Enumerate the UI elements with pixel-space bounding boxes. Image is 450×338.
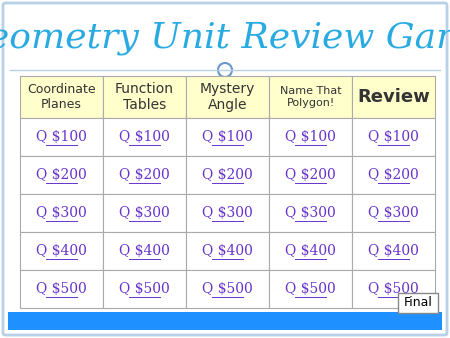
Bar [269, 76, 352, 118]
Text: Q $100: Q $100 [285, 130, 336, 144]
Bar [269, 156, 352, 194]
Bar [20, 270, 103, 308]
Text: Q $100: Q $100 [36, 130, 87, 144]
Text: Q $300: Q $300 [202, 206, 253, 220]
Text: Q $100: Q $100 [202, 130, 253, 144]
Text: Q $300: Q $300 [119, 206, 170, 220]
Bar [20, 76, 103, 118]
Bar [269, 270, 352, 308]
Bar [20, 118, 103, 156]
Bar [103, 270, 186, 308]
Bar [20, 156, 103, 194]
Bar [186, 232, 269, 270]
Text: Q $200: Q $200 [119, 168, 170, 182]
Bar [186, 76, 269, 118]
Text: Q $400: Q $400 [285, 244, 336, 258]
Text: Q $100: Q $100 [119, 130, 170, 144]
Bar [103, 118, 186, 156]
Text: Final: Final [404, 296, 432, 310]
Bar [352, 156, 435, 194]
Bar [20, 232, 103, 270]
Text: Q $500: Q $500 [368, 282, 419, 296]
Text: Q $200: Q $200 [285, 168, 336, 182]
Text: Q $300: Q $300 [285, 206, 336, 220]
Bar [352, 118, 435, 156]
Text: Q $200: Q $200 [368, 168, 419, 182]
Text: Q $200: Q $200 [202, 168, 253, 182]
Bar [8, 312, 442, 330]
Text: Name That
Polygon!: Name That Polygon! [280, 86, 341, 108]
Text: Q $400: Q $400 [36, 244, 87, 258]
Text: Review: Review [357, 88, 430, 106]
Bar [103, 194, 186, 232]
Text: Q $300: Q $300 [368, 206, 419, 220]
Text: Function
Tables: Function Tables [115, 82, 174, 112]
Text: Q $400: Q $400 [368, 244, 419, 258]
Bar [269, 194, 352, 232]
Bar [186, 270, 269, 308]
Text: Q $500: Q $500 [119, 282, 170, 296]
Text: Q $400: Q $400 [202, 244, 253, 258]
Bar [186, 118, 269, 156]
Text: Mystery
Angle: Mystery Angle [200, 82, 255, 112]
Bar [103, 156, 186, 194]
Bar [20, 194, 103, 232]
FancyBboxPatch shape [398, 293, 438, 313]
Text: Q $200: Q $200 [36, 168, 87, 182]
Text: Q $500: Q $500 [36, 282, 87, 296]
Text: Geometry Unit Review Game: Geometry Unit Review Game [0, 21, 450, 55]
Text: Q $300: Q $300 [36, 206, 87, 220]
Text: Q $500: Q $500 [285, 282, 336, 296]
FancyBboxPatch shape [3, 3, 447, 335]
Bar [352, 270, 435, 308]
Bar [352, 194, 435, 232]
Bar [103, 232, 186, 270]
Bar [103, 76, 186, 118]
Bar [269, 118, 352, 156]
Bar [186, 194, 269, 232]
Text: Q $500: Q $500 [202, 282, 253, 296]
Bar [352, 232, 435, 270]
Bar [186, 156, 269, 194]
Bar [352, 76, 435, 118]
Bar [269, 232, 352, 270]
Text: Coordinate
Planes: Coordinate Planes [27, 83, 96, 111]
Text: Q $100: Q $100 [368, 130, 419, 144]
Text: Q $400: Q $400 [119, 244, 170, 258]
